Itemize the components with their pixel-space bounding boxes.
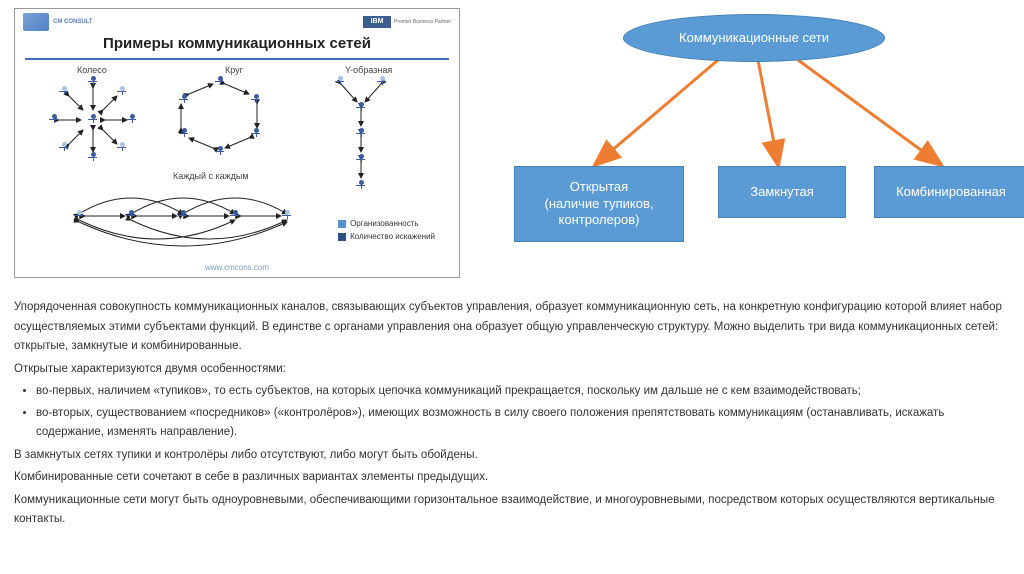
node-icon — [377, 76, 387, 86]
top-row: CM CONSULT IBM Premier Business Partner … — [14, 8, 1010, 284]
legend: Организованность Количество искажений — [338, 217, 435, 244]
slide-header: CM CONSULT IBM Premier Business Partner — [15, 9, 459, 33]
box-open-l2: (наличие тупиков, — [545, 196, 654, 213]
slide-url: www.cmcons.com — [15, 262, 459, 274]
node-icon — [88, 76, 98, 86]
node-icon — [282, 210, 292, 220]
box-open-l1: Открытая — [570, 179, 628, 196]
logo-text: CM CONSULT — [53, 18, 93, 27]
logo-right: IBM Premier Business Partner — [363, 16, 451, 28]
node-icon — [49, 114, 59, 124]
node-icon — [88, 152, 98, 162]
node-icon — [117, 142, 127, 152]
node-icon — [179, 94, 189, 104]
node-icon — [179, 128, 189, 138]
legend-swatch-dist — [338, 233, 346, 241]
bullet-2: во-вторых, существованием «посредников» … — [36, 404, 1010, 443]
node-icon — [59, 142, 69, 152]
node-icon — [251, 94, 261, 104]
logo-icon — [23, 13, 49, 31]
legend-label-dist: Количество искажений — [350, 231, 435, 243]
para-3: В замкнутых сетях тупики и контролёры ли… — [14, 446, 1010, 466]
bullet-list: во-первых, наличием «тупиков», то есть с… — [36, 382, 1010, 443]
legend-row-org: Организованность — [338, 218, 435, 230]
legend-swatch-org — [338, 220, 346, 228]
ibm-badge: IBM — [363, 16, 391, 28]
ibm-sub: Premier Business Partner — [394, 20, 451, 25]
node-icon — [215, 146, 225, 156]
box-combined-label: Комбинированная — [896, 184, 1006, 201]
node-icon — [230, 210, 240, 220]
node-icon — [59, 86, 69, 96]
node-icon — [251, 128, 261, 138]
box-open: Открытая (наличие тупиков, контролеров) — [514, 166, 684, 242]
node-icon — [127, 114, 137, 124]
para-2: Открытые характеризуются двумя особеннос… — [14, 360, 1010, 380]
network-area: Колесо Круг Y-образная Каждый с каждым — [25, 64, 449, 264]
node-icon — [117, 86, 127, 96]
node-icon — [356, 102, 366, 112]
box-closed: Замкнутая — [718, 166, 846, 218]
page: CM CONSULT IBM Premier Business Partner … — [0, 0, 1024, 574]
legend-row-dist: Количество искажений — [338, 231, 435, 243]
node-icon — [356, 128, 366, 138]
node-icon — [88, 114, 98, 124]
node-icon — [74, 210, 84, 220]
node-icon — [356, 180, 366, 190]
legend-label-org: Организованность — [350, 218, 419, 230]
box-open-l3: контролеров) — [559, 212, 640, 229]
body-text: Упорядоченная совокупность коммуникацион… — [14, 298, 1010, 530]
para-1: Упорядоченная совокупность коммуникацион… — [14, 298, 1010, 357]
bullet-1: во-первых, наличием «тупиков», то есть с… — [36, 382, 1010, 402]
box-combined: Комбинированная — [874, 166, 1024, 218]
node-icon — [215, 76, 225, 86]
para-4: Комбинированные сети сочетают в себе в р… — [14, 468, 1010, 488]
node-icon — [126, 210, 136, 220]
concept-diagram: Коммуникационные сети Открытая (наличие … — [478, 8, 1010, 284]
slide-rule — [25, 58, 449, 60]
node-icon — [178, 210, 188, 220]
logo-left: CM CONSULT — [23, 13, 93, 31]
box-closed-label: Замкнутая — [750, 184, 813, 201]
slide-title: Примеры коммуникационных сетей — [15, 33, 459, 56]
root-node: Коммуникационные сети — [623, 14, 885, 62]
slide-thumbnail: CM CONSULT IBM Premier Business Partner … — [14, 8, 460, 278]
para-5: Коммуникационные сети могут быть одноуро… — [14, 491, 1010, 530]
node-icon — [335, 76, 345, 86]
node-icon — [356, 154, 366, 164]
root-label: Коммуникационные сети — [679, 30, 829, 47]
